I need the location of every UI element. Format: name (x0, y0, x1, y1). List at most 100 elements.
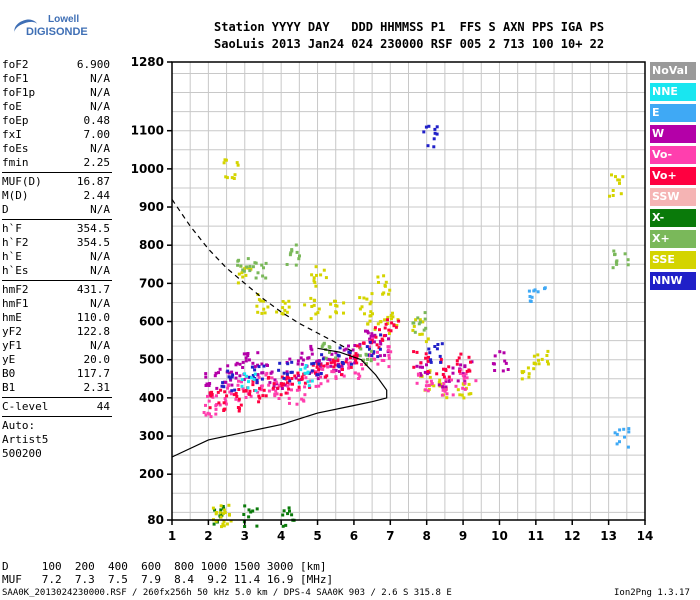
trace-point (382, 334, 386, 338)
y-tick-label: 200 (139, 467, 164, 481)
trace-point (311, 363, 315, 367)
trace-point (493, 354, 497, 358)
trace-point (312, 279, 316, 283)
trace-point (416, 316, 420, 320)
trace-point (440, 342, 444, 346)
trace-point (457, 356, 461, 360)
trace-point (433, 131, 437, 135)
trace-point (615, 442, 619, 446)
trace-point (611, 189, 615, 192)
trace-point (618, 428, 622, 432)
trace-point (340, 365, 344, 369)
trace-point (230, 375, 234, 379)
trace-point (230, 370, 234, 374)
trace-point (227, 503, 231, 507)
trace-point (321, 343, 325, 347)
trace-point (369, 314, 373, 318)
trace-point (214, 511, 218, 514)
trace-point (353, 344, 357, 347)
trace-point (290, 377, 294, 380)
trace-point (319, 372, 323, 375)
plot-frame (171, 61, 646, 521)
trace-point (326, 365, 330, 369)
trace-point (236, 281, 240, 285)
trace-point (218, 511, 222, 515)
trace-point (325, 374, 329, 378)
trace-point (270, 376, 274, 380)
trace-point (271, 386, 275, 390)
trace-point (338, 346, 342, 350)
profile-curve (171, 199, 355, 353)
trace-point (237, 272, 241, 276)
trace-point (443, 389, 447, 393)
trace-point (426, 337, 430, 341)
trace-point (353, 371, 357, 375)
trace-point (213, 508, 217, 512)
param-row: h`Es N/A (2, 264, 110, 278)
trace-point (247, 508, 251, 512)
trace-point (295, 402, 299, 406)
trace-point (342, 348, 346, 352)
trace-point (545, 354, 549, 357)
trace-point (469, 360, 472, 364)
trace-point (265, 363, 269, 367)
trace-point (332, 360, 336, 364)
trace-point (244, 273, 248, 277)
trace-point (297, 378, 301, 382)
trace-point (428, 375, 432, 379)
trace-point (286, 384, 290, 388)
trace-point (314, 265, 318, 269)
trace-point (255, 524, 259, 528)
trace-point (319, 273, 323, 277)
trace-point (365, 329, 369, 333)
trace-point (232, 177, 236, 180)
trace-point (304, 364, 308, 367)
trace-point (281, 306, 285, 310)
trace-point (234, 397, 238, 401)
param-value: 20.0 (83, 353, 111, 366)
x-tick-label: 9 (459, 529, 467, 543)
trace-point (299, 356, 303, 360)
trace-point (296, 362, 300, 366)
trace-point (282, 376, 286, 380)
trace-point (301, 398, 305, 402)
trace-point (260, 384, 264, 388)
trace-point (256, 271, 260, 275)
trace-point (287, 506, 291, 510)
trace-point (241, 360, 245, 364)
trace-point (334, 377, 338, 380)
trace-point (423, 370, 427, 374)
trace-point (464, 372, 468, 376)
trace-point (357, 372, 361, 376)
trace-point (382, 291, 386, 295)
trace-point (444, 388, 448, 392)
trace-point (424, 384, 428, 388)
trace-point (300, 362, 304, 366)
trace-point (250, 376, 253, 380)
trace-point (433, 345, 437, 348)
trace-point (424, 352, 428, 356)
trace-point (253, 365, 257, 369)
trace-point (288, 253, 292, 257)
param-row: MUF(D) 16.87 (2, 175, 110, 189)
trace-point (418, 365, 422, 369)
trace-point (317, 307, 321, 311)
trace-point (306, 380, 310, 384)
trace-point (613, 252, 617, 256)
trace-point (300, 375, 304, 379)
trace-point (376, 350, 379, 354)
trace-point (418, 318, 422, 322)
trace-point (617, 178, 621, 182)
trace-point (459, 352, 463, 356)
trace-point (260, 387, 264, 391)
trace-point (412, 324, 416, 328)
param-value: 7.00 (83, 128, 111, 141)
trace-point (252, 377, 256, 381)
param-row: D N/A (2, 203, 110, 217)
trace-point (249, 510, 253, 514)
trace-point (379, 320, 383, 324)
trace-point (445, 396, 449, 400)
trace-point (272, 385, 276, 389)
trace-point (295, 250, 299, 254)
trace-point (278, 361, 282, 365)
